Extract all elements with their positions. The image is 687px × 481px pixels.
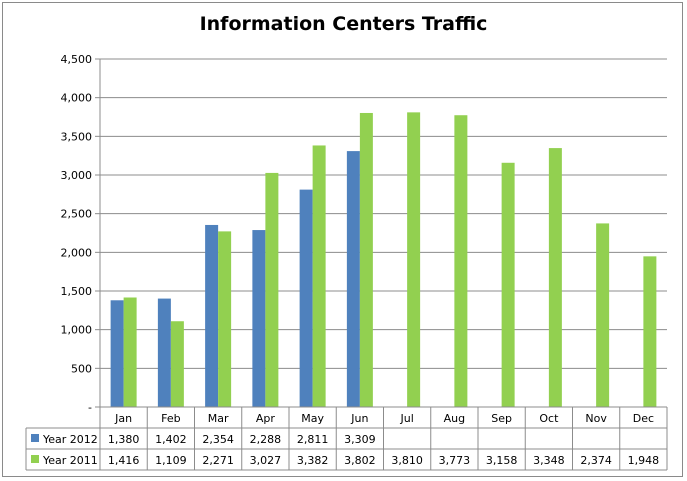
x-tick-label: Feb (161, 412, 180, 425)
x-tick-label: Nov (585, 412, 607, 425)
bar-year-2011-aug (454, 115, 468, 407)
y-tick-label: 2,000 (61, 246, 93, 259)
data-label: 1,416 (108, 454, 140, 467)
y-tick-label: 3,500 (61, 130, 93, 143)
y-tick-label: - (88, 401, 92, 414)
y-tick-label: 1,500 (61, 285, 93, 298)
bar-year-2012-jan (110, 300, 124, 407)
bar-year-2011-oct (548, 148, 562, 407)
x-tick-label: Mar (208, 412, 229, 425)
x-tick-label: Jun (350, 412, 368, 425)
data-label: 2,354 (202, 433, 234, 446)
legend-label: Year 2011 (42, 454, 98, 467)
bar-year-2012-apr (252, 230, 266, 407)
data-label: 1,948 (628, 454, 660, 467)
y-tick-label: 4,000 (61, 92, 93, 105)
y-axis: - 500 1,000 1,500 2,000 2,500 3,000 3,500 4,000 4… (61, 53, 101, 414)
bar-year-2011-feb (170, 321, 184, 407)
data-label: 1,380 (108, 433, 140, 446)
data-label: 2,811 (297, 433, 329, 446)
bars (110, 112, 657, 408)
data-label: 3,309 (344, 433, 376, 446)
legend-swatch (31, 434, 39, 442)
data-label: 3,802 (344, 454, 376, 467)
bar-year-2011-dec (643, 256, 657, 407)
y-tick-label: 3,000 (61, 169, 93, 182)
data-label: 3,773 (439, 454, 471, 467)
data-label: 3,027 (250, 454, 282, 467)
legend-label: Year 2012 (42, 433, 98, 446)
x-tick-label: Jul (399, 412, 413, 425)
data-label: 3,348 (533, 454, 565, 467)
data-label: 1,109 (155, 454, 187, 467)
x-tick-label: Aug (444, 412, 465, 425)
legend-swatch (31, 455, 39, 463)
bar-year-2011-apr (265, 172, 279, 407)
data-label: 2,374 (580, 454, 612, 467)
gridlines (100, 58, 667, 369)
bar-year-2012-jun (346, 151, 360, 407)
bar-year-2011-mar (218, 231, 232, 407)
x-tick-label: May (301, 412, 324, 425)
y-tick-label: 1,000 (61, 324, 93, 337)
y-tick-label: 2,500 (61, 208, 93, 221)
bar-year-2011-jul (407, 112, 421, 408)
data-table: Jan Feb Mar Apr May Jun Jul Aug Sep Oct Nov Dec Year… (25, 406, 668, 471)
data-label: 3,382 (297, 454, 329, 467)
data-label: 1,402 (155, 433, 187, 446)
chart-title: Information Centers Traffic (199, 13, 488, 35)
x-tick-label: Sep (491, 412, 512, 425)
y-tick-label: 500 (71, 362, 92, 375)
data-label: 2,271 (202, 454, 234, 467)
bar-year-2011-jun (359, 112, 373, 407)
bar-year-2011-may (312, 145, 326, 407)
bar-year-2012-feb (157, 298, 171, 407)
bar-year-2012-mar (205, 224, 219, 407)
bar-year-2011-jan (123, 297, 137, 407)
data-label: 3,158 (486, 454, 518, 467)
x-tick-label: Jan (114, 412, 132, 425)
x-tick-label: Oct (539, 412, 559, 425)
bar-year-2012-may (299, 189, 313, 407)
x-tick-label: Apr (256, 412, 276, 425)
bar-year-2011-sep (501, 162, 515, 407)
data-label: 3,810 (391, 454, 423, 467)
x-tick-label: Dec (633, 412, 654, 425)
y-tick-label: 4,500 (61, 53, 93, 66)
data-label: 2,288 (250, 433, 282, 446)
bar-year-2011-nov (596, 223, 610, 407)
